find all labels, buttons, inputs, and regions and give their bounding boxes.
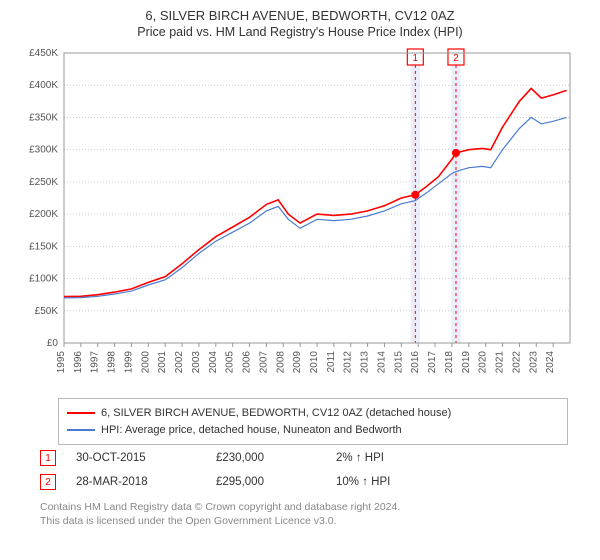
- sale-marker-1: 1: [40, 450, 56, 466]
- sale-pct: 2% ↑ HPI: [336, 452, 384, 464]
- sale-pct: 10% ↑ HPI: [336, 476, 390, 488]
- svg-text:2: 2: [453, 53, 459, 64]
- svg-text:1: 1: [413, 53, 419, 64]
- table-row: 2 28-MAR-2018 £295,000 10% ↑ HPI: [40, 470, 390, 494]
- svg-text:2001: 2001: [157, 351, 168, 374]
- legend-label: 6, SILVER BIRCH AVENUE, BEDWORTH, CV12 0…: [101, 405, 451, 422]
- svg-text:£400K: £400K: [29, 80, 58, 91]
- svg-text:1999: 1999: [123, 351, 134, 374]
- svg-text:2011: 2011: [326, 351, 337, 373]
- svg-text:2009: 2009: [292, 351, 303, 374]
- line-chart-svg: £0 £50K £100K £150K £200K £250K £300K £350K £400…: [18, 43, 578, 381]
- sales-table: 1 30-OCT-2015 £230,000 2% ↑ HPI 2 28-MAR…: [40, 446, 390, 494]
- legend-item-hpi: HPI: Average price, detached house, Nune…: [67, 422, 559, 439]
- svg-text:2008: 2008: [275, 351, 286, 374]
- svg-text:£300K: £300K: [29, 145, 58, 156]
- footer-line: This data is licensed under the Open Gov…: [40, 514, 570, 528]
- chart-title: 6, SILVER BIRCH AVENUE, BEDWORTH, CV12 0…: [10, 8, 590, 23]
- table-row: 1 30-OCT-2015 £230,000 2% ↑ HPI: [40, 446, 390, 470]
- svg-text:2013: 2013: [360, 351, 371, 374]
- legend-item-property: 6, SILVER BIRCH AVENUE, BEDWORTH, CV12 0…: [67, 405, 559, 422]
- svg-text:2023: 2023: [528, 351, 539, 374]
- svg-text:2004: 2004: [208, 351, 219, 374]
- svg-text:£250K: £250K: [29, 177, 58, 188]
- svg-text:£450K: £450K: [29, 48, 58, 59]
- legend-swatch-property: [67, 412, 95, 414]
- svg-text:1996: 1996: [73, 351, 84, 374]
- svg-text:1997: 1997: [90, 351, 101, 374]
- svg-text:2000: 2000: [140, 351, 151, 374]
- svg-text:2003: 2003: [191, 351, 202, 374]
- sale-date: 30-OCT-2015: [76, 452, 216, 464]
- svg-text:2016: 2016: [410, 351, 421, 374]
- chart-area: £0 £50K £100K £150K £200K £250K £300K £350K £400…: [18, 43, 578, 381]
- svg-text:2010: 2010: [309, 351, 320, 374]
- svg-text:2006: 2006: [242, 351, 253, 374]
- svg-text:1995: 1995: [56, 351, 67, 374]
- sale-marker-2: 2: [40, 474, 56, 490]
- svg-text:£350K: £350K: [29, 112, 58, 123]
- svg-text:2017: 2017: [427, 351, 438, 374]
- svg-text:2021: 2021: [495, 351, 506, 374]
- legend-label: HPI: Average price, detached house, Nune…: [101, 422, 402, 439]
- svg-text:2018: 2018: [444, 351, 455, 374]
- chart-title-block: 6, SILVER BIRCH AVENUE, BEDWORTH, CV12 0…: [0, 0, 600, 43]
- sale-price: £230,000: [216, 452, 336, 464]
- sale-date: 28-MAR-2018: [76, 476, 216, 488]
- svg-text:£150K: £150K: [29, 241, 58, 252]
- svg-text:£0: £0: [47, 338, 59, 349]
- svg-text:2012: 2012: [343, 351, 354, 374]
- svg-text:2014: 2014: [376, 351, 387, 374]
- svg-text:2005: 2005: [225, 351, 236, 374]
- svg-text:2022: 2022: [511, 351, 522, 374]
- svg-text:2007: 2007: [258, 351, 269, 374]
- sale-price: £295,000: [216, 476, 336, 488]
- svg-text:£200K: £200K: [29, 209, 58, 220]
- legend-swatch-hpi: [67, 429, 95, 431]
- legend: 6, SILVER BIRCH AVENUE, BEDWORTH, CV12 0…: [58, 398, 568, 445]
- svg-text:2015: 2015: [393, 351, 404, 374]
- footer-line: Contains HM Land Registry data © Crown c…: [40, 500, 570, 514]
- svg-text:2024: 2024: [545, 351, 556, 374]
- svg-text:2020: 2020: [478, 351, 489, 374]
- chart-subtitle: Price paid vs. HM Land Registry's House …: [10, 25, 590, 39]
- svg-text:2002: 2002: [174, 351, 185, 374]
- svg-text:£50K: £50K: [35, 306, 59, 317]
- svg-text:£100K: £100K: [29, 274, 58, 285]
- svg-text:1998: 1998: [107, 351, 118, 374]
- footer-attribution: Contains HM Land Registry data © Crown c…: [40, 500, 570, 528]
- svg-text:2019: 2019: [461, 351, 472, 374]
